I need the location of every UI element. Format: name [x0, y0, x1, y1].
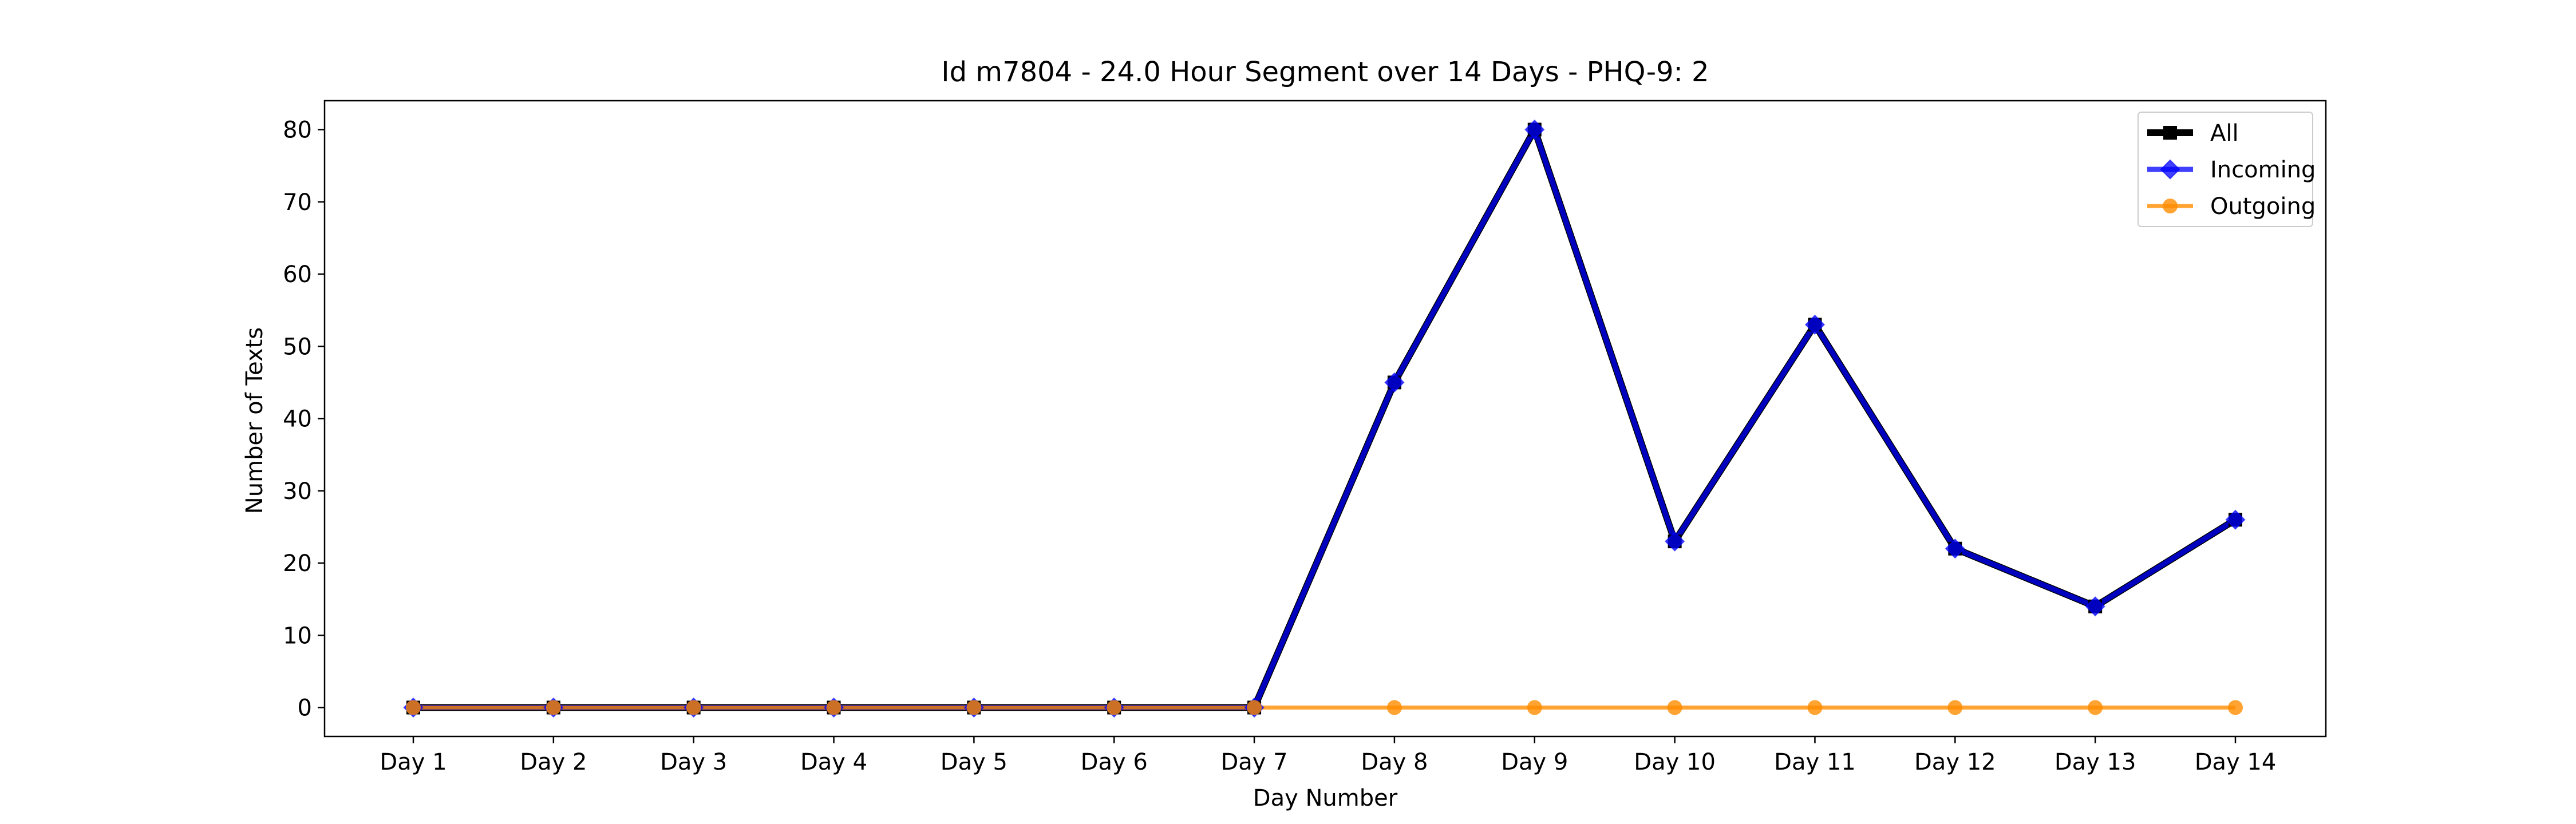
- legend-label-incoming: Incoming: [2210, 157, 2316, 183]
- data-point-incoming: [1945, 538, 1965, 559]
- legend: All Incoming Outgoing: [2138, 112, 2316, 227]
- data-point-incoming: [1804, 314, 1826, 335]
- data-point-outgoing: [1807, 700, 1823, 715]
- x-tick-label: Day 7: [1220, 749, 1287, 775]
- y-tick-label: 60: [283, 262, 312, 288]
- data-point-incoming: [1665, 531, 1685, 552]
- data-point-outgoing: [2088, 700, 2103, 715]
- data-point-outgoing: [1386, 700, 1402, 715]
- data-point-outgoing: [1667, 700, 1682, 715]
- data-point-incoming: [1524, 119, 1545, 140]
- legend-label-all: All: [2210, 120, 2239, 146]
- y-tick-label: 0: [298, 695, 312, 722]
- y-tick-label: 80: [283, 117, 312, 144]
- data-point-outgoing: [1247, 700, 1262, 715]
- x-tick-label: Day 6: [1081, 749, 1148, 775]
- data-point-outgoing: [826, 700, 841, 715]
- y-tick-label: 70: [283, 189, 312, 216]
- data-point-incoming: [1384, 372, 1405, 393]
- legend-label-outgoing: Outgoing: [2210, 193, 2316, 220]
- y-tick-label: 50: [283, 334, 312, 360]
- x-tick-label: Day 1: [380, 749, 447, 775]
- data-point-outgoing: [966, 700, 982, 715]
- data-point-outgoing: [1527, 700, 1542, 715]
- data-point-outgoing: [406, 700, 421, 715]
- y-tick-label: 20: [283, 550, 312, 577]
- x-tick-label: Day 14: [2195, 749, 2277, 775]
- data-point-outgoing: [1947, 700, 1963, 715]
- series-markers: [403, 119, 2246, 718]
- legend-box: [2138, 112, 2313, 227]
- x-tick-label: Day 13: [2055, 749, 2136, 775]
- y-tick-label: 30: [283, 478, 312, 505]
- y-tick-label: 40: [283, 406, 312, 433]
- x-tick-label: Day 5: [941, 749, 1008, 775]
- legend-marker-outgoing: [2163, 199, 2178, 213]
- x-tick-label: Day 9: [1501, 749, 1568, 775]
- y-axis: 0 10 20 30 40 50 60 70 80: [283, 117, 325, 722]
- y-tick-label: 10: [283, 623, 312, 649]
- x-axis: Day 1 Day 2 Day 3 Day 4 Day 5 Day 6 Day 7 Day 8…: [380, 736, 2276, 775]
- data-point-outgoing: [1107, 700, 1122, 715]
- x-tick-label: Day 4: [800, 749, 867, 775]
- series-lines: [413, 126, 2238, 711]
- x-tick-label: Day 8: [1361, 749, 1428, 775]
- y-axis-label: Number of Texts: [242, 327, 268, 514]
- x-tick-label: Day 11: [1774, 749, 1856, 775]
- chart-title: Id m7804 - 24.0 Hour Segment over 14 Day…: [941, 56, 1709, 88]
- x-axis-label: Day Number: [1253, 785, 1398, 811]
- legend-marker-incoming: [2160, 159, 2180, 180]
- data-point-outgoing: [2228, 700, 2243, 715]
- data-point-outgoing: [686, 700, 701, 715]
- x-tick-label: Day 10: [1634, 749, 1716, 775]
- data-point-incoming: [2225, 509, 2246, 530]
- x-tick-label: Day 12: [1914, 749, 1996, 775]
- legend-marker-all: [2163, 126, 2177, 140]
- data-point-outgoing: [546, 700, 561, 715]
- data-point-incoming: [2085, 596, 2105, 617]
- x-tick-label: Day 3: [660, 749, 727, 775]
- x-tick-label: Day 2: [520, 749, 587, 775]
